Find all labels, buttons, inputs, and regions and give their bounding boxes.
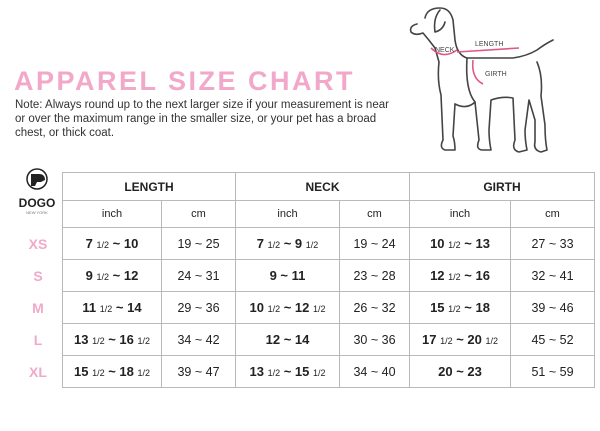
logo-tagline: NEW YORK xyxy=(26,210,48,215)
cm-cell: 45 ~ 52 xyxy=(510,323,595,356)
size-row: XL 15 1/2 ~ 18 1/2 39 ~ 47 13 1/2 ~ 15 1/2 3… xyxy=(14,355,595,388)
unit-header: inch xyxy=(62,200,162,228)
cm-cell: 39 ~ 46 xyxy=(510,291,595,324)
group-header: NECK xyxy=(235,172,410,201)
fraction: 1/2 xyxy=(92,368,105,378)
diagram-label: LENGTH xyxy=(475,41,503,48)
dog-diagram: NECK LENGTH GIRTH xyxy=(409,7,554,153)
size-label: XL xyxy=(29,363,47,380)
group-header: LENGTH xyxy=(62,172,236,201)
fraction: 1/2 xyxy=(448,240,461,250)
fraction: 1/2 xyxy=(448,272,461,282)
cm-cell: 39 ~ 47 xyxy=(161,355,236,388)
fraction: 1/2 xyxy=(267,240,281,250)
inch-cell: 20 ~ 23 xyxy=(409,355,511,388)
size-label: S xyxy=(33,267,43,284)
diagram-label: GIRTH xyxy=(485,71,507,78)
fraction: 1/2 xyxy=(92,336,105,346)
corner xyxy=(14,173,63,228)
diagram-label: NECK xyxy=(435,47,455,54)
fraction: 1/2 xyxy=(267,368,281,378)
inch-cell: 13 1/2 ~ 16 1/2 xyxy=(62,323,162,356)
inch-cell: 9 ~ 11 xyxy=(235,259,340,292)
inch-cell: 17 1/2 ~ 20 1/2 xyxy=(409,323,511,356)
group-header: GIRTH xyxy=(409,172,595,201)
cm-cell: 34 ~ 40 xyxy=(339,355,410,388)
title: APPAREL SIZE CHART xyxy=(14,66,356,96)
size-row: L 13 1/2 ~ 16 1/2 34 ~ 42 12 ~ 14 30 ~ 36 17 … xyxy=(14,323,595,356)
fraction: 1/2 xyxy=(440,336,453,346)
cm-cell: 51 ~ 59 xyxy=(510,355,595,388)
size-label: XS xyxy=(28,235,48,252)
unit-header: inch xyxy=(235,200,340,228)
inch-cell: 9 1/2 ~ 12 xyxy=(62,259,162,292)
fraction: 1/2 xyxy=(267,304,281,314)
cm-cell: 19 ~ 25 xyxy=(161,227,236,260)
inch-cell: 12 ~ 14 xyxy=(235,323,340,356)
logo-name: DOGO xyxy=(18,196,56,210)
inch-cell: 10 1/2 ~ 12 1/2 xyxy=(235,291,340,324)
fraction: 1/2 xyxy=(448,304,461,314)
cm-cell: 29 ~ 36 xyxy=(161,291,236,324)
fraction: 1/2 xyxy=(99,304,113,314)
cm-cell: 30 ~ 36 xyxy=(339,323,410,356)
size-row: S 9 1/2 ~ 12 24 ~ 31 9 ~ 11 23 ~ 28 12 1/2 ~ … xyxy=(14,259,595,292)
fraction: 1/2 xyxy=(96,240,110,250)
size-row: XS 7 1/2 ~ 10 19 ~ 25 7 1/2 ~ 9 1/2 19 ~ 24 1… xyxy=(14,227,595,260)
fraction: 1/2 xyxy=(312,368,326,378)
inch-cell: 7 1/2 ~ 10 xyxy=(62,227,162,260)
cm-cell: 27 ~ 33 xyxy=(510,227,595,260)
cm-cell: 32 ~ 41 xyxy=(510,259,595,292)
fraction: 1/2 xyxy=(137,336,150,346)
inch-cell: 13 1/2 ~ 15 1/2 xyxy=(235,355,340,388)
fraction: 1/2 xyxy=(485,336,498,346)
cm-cell: 26 ~ 32 xyxy=(339,291,410,324)
cm-cell: 34 ~ 42 xyxy=(161,323,236,356)
fraction: 1/2 xyxy=(312,304,326,314)
logo: DOGO NEW YORK xyxy=(14,168,60,215)
fraction: 1/2 xyxy=(137,368,150,378)
group-row: LENGTH NECK GIRTH xyxy=(14,172,595,201)
fraction: 1/2 xyxy=(96,272,110,282)
unit-header: inch xyxy=(409,200,511,228)
inch-cell: 15 1/2 ~ 18 1/2 xyxy=(62,355,162,388)
cm-cell: 19 ~ 24 xyxy=(339,227,410,260)
unit-header: cm xyxy=(510,200,595,228)
fraction: 1/2 xyxy=(305,240,319,250)
inch-cell: 15 1/2 ~ 18 xyxy=(409,291,511,324)
note: Note: Always round up to the next larger… xyxy=(15,99,389,139)
logo-icon xyxy=(26,168,48,190)
inch-cell: 11 1/2 ~ 14 xyxy=(62,291,162,324)
cm-cell: 23 ~ 28 xyxy=(339,259,410,292)
unit-row: inch cm inch cm inch cm xyxy=(14,200,595,228)
inch-cell: 12 1/2 ~ 16 xyxy=(409,259,511,292)
unit-header: cm xyxy=(161,200,236,228)
size-label: L xyxy=(33,331,43,348)
inch-cell: 10 1/2 ~ 13 xyxy=(409,227,511,260)
size-row: M 11 1/2 ~ 14 29 ~ 36 10 1/2 ~ 12 1/2 26 ~ 3… xyxy=(14,291,595,324)
size-label: M xyxy=(32,299,44,316)
cm-cell: 24 ~ 31 xyxy=(161,259,236,292)
unit-header: cm xyxy=(339,200,410,228)
size-table: LENGTH NECK GIRTH inch cm inch cm inch cm XS 7 1/2… xyxy=(14,172,595,388)
inch-cell: 7 1/2 ~ 9 1/2 xyxy=(235,227,340,260)
